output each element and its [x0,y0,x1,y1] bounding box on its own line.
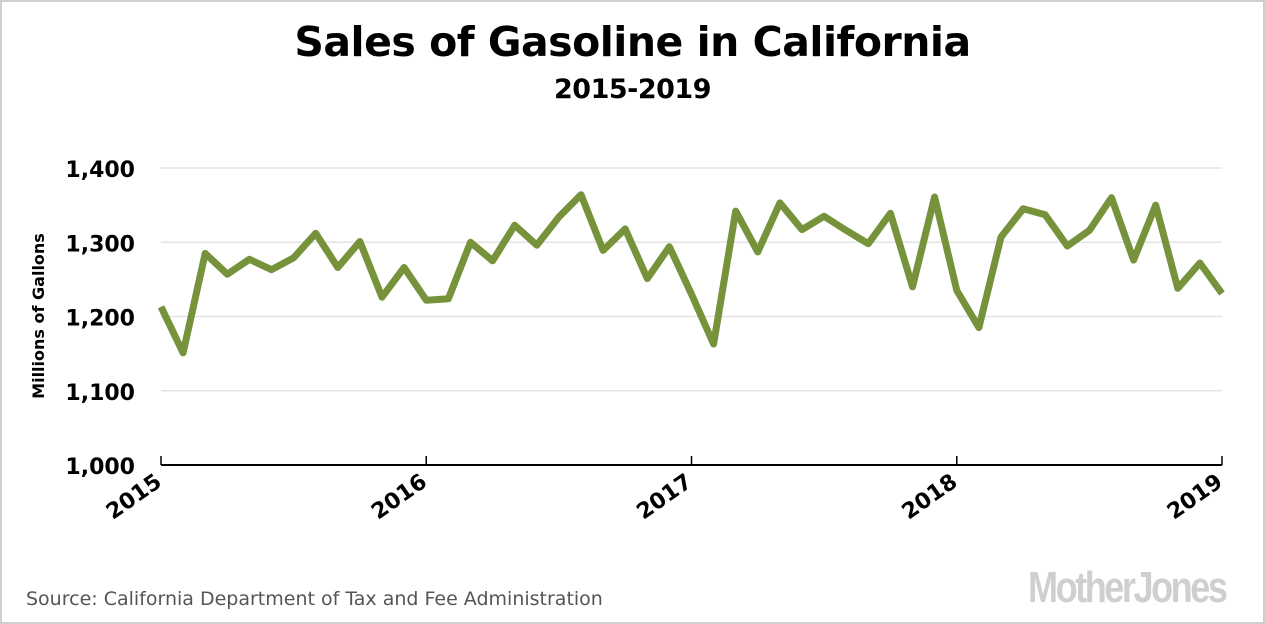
y-tick-label: 1,000 [65,455,135,480]
x-axis [160,456,1223,466]
x-axis-ticks: 2015 2016 2017 2018 2019 [102,469,1227,525]
mother-jones-logo: MotherJones [1028,563,1228,612]
x-tick-label: 2019 [1163,469,1227,525]
x-tick-label: 2017 [632,469,696,525]
gridlines [161,167,1222,392]
y-tick-label: 1,400 [65,158,135,183]
y-tick-label: 1,100 [65,381,135,406]
series-line [157,191,1225,357]
chart-subtitle: 2015-2019 [554,74,712,105]
y-tick-label: 1,200 [65,307,135,332]
x-tick-label: 2018 [898,469,962,525]
chart-title: Sales of Gasoline in California [294,18,971,66]
series-group [157,191,1225,357]
x-tick-label: 2016 [367,469,431,525]
y-axis-label: Millions of Gallons [29,233,48,399]
y-axis-ticks: 1,000 1,100 1,200 1,300 1,400 [65,158,135,480]
y-tick-label: 1,300 [65,232,135,257]
source-note: Source: California Department of Tax and… [26,588,603,610]
